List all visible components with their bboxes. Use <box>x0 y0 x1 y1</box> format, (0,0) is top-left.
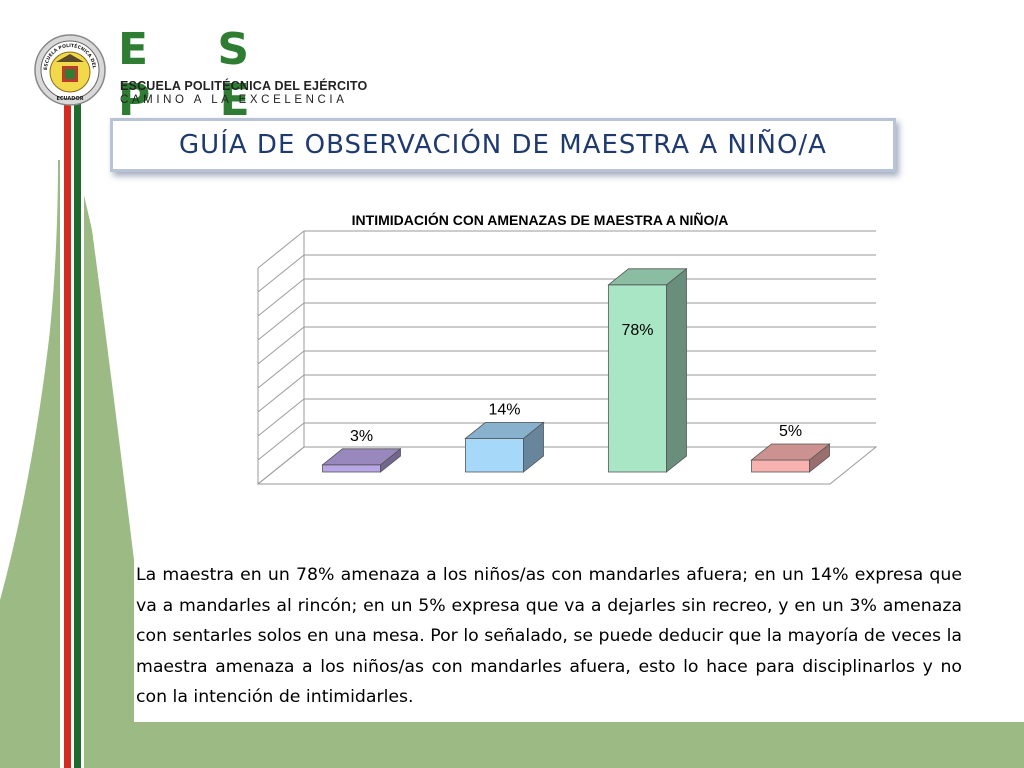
bar-top <box>321 448 402 466</box>
chart-floor <box>256 446 878 485</box>
bar-top <box>607 268 688 286</box>
bar-top <box>750 443 831 461</box>
description-paragraph: La maestra en un 78% amenaza a los niños… <box>136 565 962 708</box>
side-gridline <box>257 326 305 365</box>
espe-seal-icon: ESCUELA POLITÉCNICA DEL EJÉRCITO ECUADOR <box>34 34 106 106</box>
side-gridline <box>257 302 305 341</box>
slide-title-box: GUÍA DE OBSERVACIÓN DE MAESTRA A NIÑO/A <box>110 118 896 172</box>
bottom-band <box>0 722 1024 768</box>
stripe-white-3 <box>81 104 84 768</box>
bar-front <box>322 464 381 473</box>
data-label: 5% <box>779 423 802 440</box>
data-label: 78% <box>621 322 653 339</box>
side-gridline <box>257 422 305 461</box>
side-gridline <box>257 398 305 437</box>
bar-front <box>608 284 667 473</box>
logo-block: ESCUELA POLITÉCNICA DEL EJÉRCITO ECUADOR… <box>34 24 367 126</box>
stripe-white-2 <box>71 104 74 768</box>
institution-motto: CAMINO A LA EXCELENCIA <box>120 94 348 106</box>
bar-front <box>465 437 524 473</box>
side-gridline <box>257 254 305 293</box>
institution-name: ESCUELA POLITÉCNICA DEL EJÉRCITO <box>120 79 368 93</box>
side-gridline <box>257 374 305 413</box>
data-label: 14% <box>488 401 520 418</box>
side-gridline <box>257 278 305 317</box>
bar-top <box>464 421 545 439</box>
data-label: 3% <box>350 428 373 445</box>
brand-name: E S P E <box>118 24 277 126</box>
chart-title: INTIMIDACIÓN CON AMENAZAS DE MAESTRA A N… <box>351 212 729 228</box>
stripe-green <box>74 104 81 768</box>
bar-side <box>666 267 687 473</box>
slide-title: GUÍA DE OBSERVACIÓN DE MAESTRA A NIÑO/A <box>179 130 827 160</box>
stripe-white <box>60 104 64 768</box>
bar-front <box>751 459 810 473</box>
stripe-red <box>64 104 71 768</box>
seal-bottom-text: ECUADOR <box>56 96 83 102</box>
side-gridline <box>257 350 305 389</box>
side-gridline <box>257 230 305 269</box>
